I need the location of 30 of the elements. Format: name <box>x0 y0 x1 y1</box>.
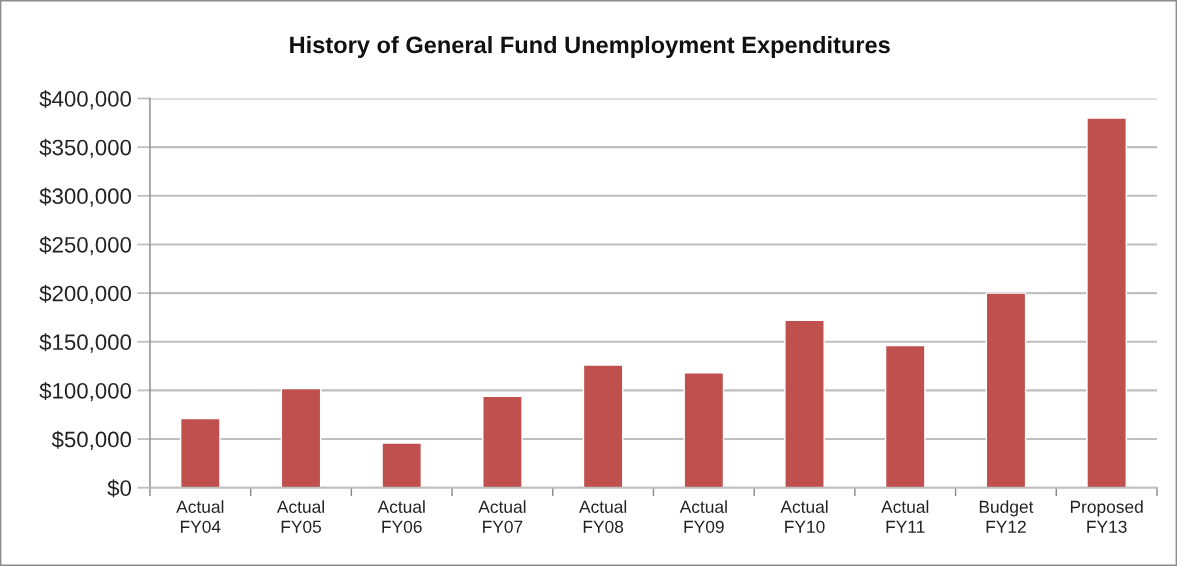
bar <box>884 344 926 488</box>
x-tick-label: Actual FY07 <box>478 500 526 533</box>
x-tick-label: Budget FY12 <box>979 500 1034 533</box>
x-tick-label: Actual FY11 <box>881 500 929 533</box>
x-tick-label: Actual FY05 <box>276 500 324 533</box>
x-tick-label: Actual FY10 <box>780 500 828 533</box>
y-tick-label: $200,000 <box>39 284 132 304</box>
bar <box>179 417 221 488</box>
x-tick-label: Actual FY06 <box>377 500 425 533</box>
x-tick-label: Actual FY08 <box>579 500 627 533</box>
bar <box>280 387 322 488</box>
y-tick-label: $50,000 <box>51 430 132 450</box>
chart-title: History of General Fund Unemployment Expenditures <box>290 35 890 58</box>
y-tick-label: $400,000 <box>39 90 132 110</box>
x-tick-label: Actual FY09 <box>679 500 727 533</box>
y-tick-label: $300,000 <box>39 187 132 207</box>
bar <box>482 395 523 488</box>
y-tick-label: $250,000 <box>39 236 132 256</box>
bar <box>381 442 423 488</box>
y-tick-label: $150,000 <box>39 333 132 353</box>
bar <box>582 364 624 488</box>
bar <box>1086 117 1127 488</box>
y-tick-label: $100,000 <box>39 382 132 402</box>
x-tick-label: Actual FY04 <box>176 500 224 533</box>
bar <box>985 292 1027 488</box>
bar <box>683 372 725 488</box>
y-tick-label: $0 <box>107 479 132 498</box>
x-tick-label: Proposed FY13 <box>1070 500 1143 533</box>
bar <box>784 319 825 488</box>
y-tick-label: $350,000 <box>39 138 132 159</box>
